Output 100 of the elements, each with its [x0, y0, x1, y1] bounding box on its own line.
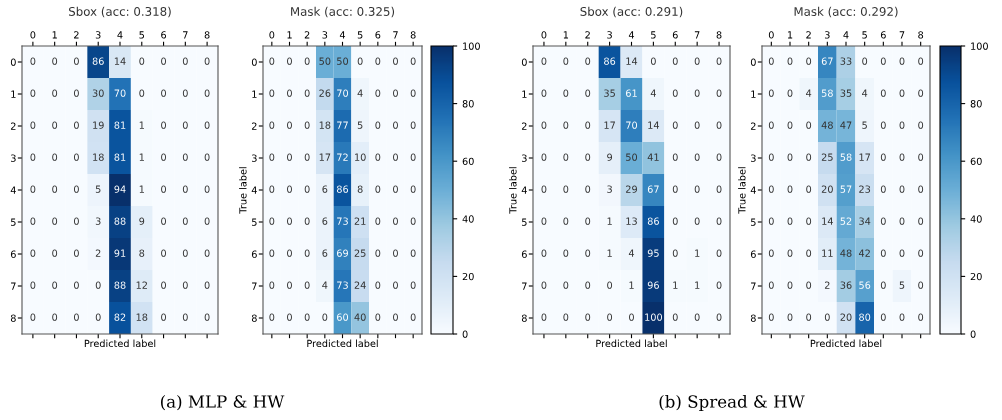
- data-label: 1: [695, 281, 700, 289]
- data-label: 0: [541, 153, 547, 161]
- data-label: 0: [918, 281, 924, 289]
- data-label: 56: [859, 281, 871, 289]
- data-label: 0: [73, 153, 79, 161]
- data-label: 0: [269, 249, 275, 257]
- data-label: 0: [182, 249, 188, 257]
- x-tick-label: 0: [30, 31, 36, 39]
- data-label: 50: [319, 57, 331, 65]
- data-label: 0: [73, 89, 79, 97]
- data-label: 0: [73, 57, 79, 65]
- data-label: 0: [95, 281, 101, 289]
- data-label: 2: [824, 281, 830, 289]
- data-label: 10: [355, 153, 366, 161]
- data-label: 0: [393, 313, 398, 321]
- data-label: 6: [322, 249, 328, 257]
- data-label: 0: [30, 89, 36, 97]
- data-label: 0: [918, 121, 924, 129]
- data-label: 4: [628, 249, 635, 257]
- data-label: 0: [541, 185, 547, 193]
- data-label: 0: [139, 89, 145, 97]
- data-label: 0: [563, 89, 569, 97]
- data-label: 0: [30, 57, 36, 65]
- data-label: 73: [337, 281, 348, 289]
- x-tick-label: 7: [899, 31, 905, 39]
- data-label: 9: [607, 153, 613, 161]
- data-label: 17: [319, 153, 331, 161]
- data-label: 70: [626, 121, 638, 129]
- data-label: 0: [716, 313, 722, 321]
- data-label: 14: [114, 57, 126, 65]
- data-label: 0: [899, 185, 905, 193]
- data-label: 0: [304, 121, 310, 129]
- data-label: 0: [161, 217, 166, 225]
- data-label: 0: [304, 57, 310, 65]
- x-tick-label: 2: [74, 31, 79, 39]
- data-label: 0: [139, 57, 145, 65]
- data-label: 17: [604, 121, 615, 129]
- data-label: 0: [880, 249, 886, 257]
- y-tick-label: 5: [11, 218, 16, 226]
- data-label: 13: [626, 217, 637, 225]
- data-label: 0: [768, 89, 774, 97]
- y-tick-label: 4: [521, 186, 527, 194]
- data-label: 0: [787, 89, 793, 97]
- text: (a) MLP & HW: [160, 394, 285, 411]
- x-tick-label: 1: [52, 31, 57, 39]
- data-label: 8: [357, 185, 363, 193]
- data-label: 0: [204, 185, 210, 193]
- data-label: 50: [626, 153, 638, 161]
- x-axis-title: Predicted label: [810, 339, 882, 348]
- data-label: 0: [304, 185, 310, 193]
- color-bar-label: 80: [462, 100, 474, 108]
- x-tick-label: 8: [716, 31, 722, 39]
- data-label: 70: [114, 89, 126, 97]
- data-label: 0: [694, 57, 700, 65]
- data-label: 47: [840, 121, 852, 129]
- y-tick-label: 6: [10, 250, 16, 258]
- x-tick-label: 2: [806, 31, 811, 39]
- data-label: 0: [787, 121, 793, 129]
- data-label: 25: [821, 153, 833, 161]
- data-label: 0: [563, 313, 569, 321]
- data-label: 80: [859, 313, 871, 321]
- data-label: 0: [161, 121, 166, 129]
- y-axis-title: True label: [239, 167, 247, 214]
- data-label: 0: [585, 185, 591, 193]
- data-label: 0: [52, 217, 58, 225]
- data-label: 0: [73, 217, 79, 225]
- data-label: 94: [114, 185, 126, 193]
- data-label: 77: [337, 121, 348, 129]
- data-label: 26: [319, 89, 331, 97]
- y-axis-title: True label: [509, 167, 517, 214]
- data-label: 0: [918, 57, 924, 65]
- data-label: 0: [672, 249, 678, 257]
- x-axis-title: Predicted label: [596, 339, 667, 348]
- data-label: 67: [821, 57, 833, 65]
- data-label: 3: [95, 217, 101, 225]
- data-label: 0: [52, 249, 58, 257]
- x-tick-label: 0: [541, 31, 547, 39]
- color-bar-label: 100: [971, 42, 988, 50]
- data-label: 0: [161, 57, 166, 65]
- data-label: 6: [322, 217, 328, 225]
- y-tick-label: 8: [521, 314, 527, 322]
- data-label: 0: [204, 281, 210, 289]
- data-label: 0: [880, 217, 886, 225]
- data-label: 0: [161, 89, 166, 97]
- data-label: 0: [787, 153, 793, 161]
- data-label: 0: [880, 281, 886, 289]
- data-label: 0: [787, 57, 793, 65]
- data-label: 0: [806, 121, 812, 129]
- data-label: 3: [607, 185, 612, 193]
- data-label: 0: [918, 249, 924, 257]
- data-label: 1: [607, 217, 612, 225]
- data-label: 0: [52, 313, 58, 321]
- data-label: 25: [354, 249, 366, 257]
- data-label: 0: [716, 281, 722, 289]
- data-label: 0: [204, 153, 210, 161]
- data-label: 18: [93, 153, 104, 161]
- data-label: 1: [607, 249, 612, 257]
- data-label: 0: [716, 185, 722, 193]
- data-label: 0: [410, 249, 416, 257]
- data-label: 29: [626, 185, 637, 193]
